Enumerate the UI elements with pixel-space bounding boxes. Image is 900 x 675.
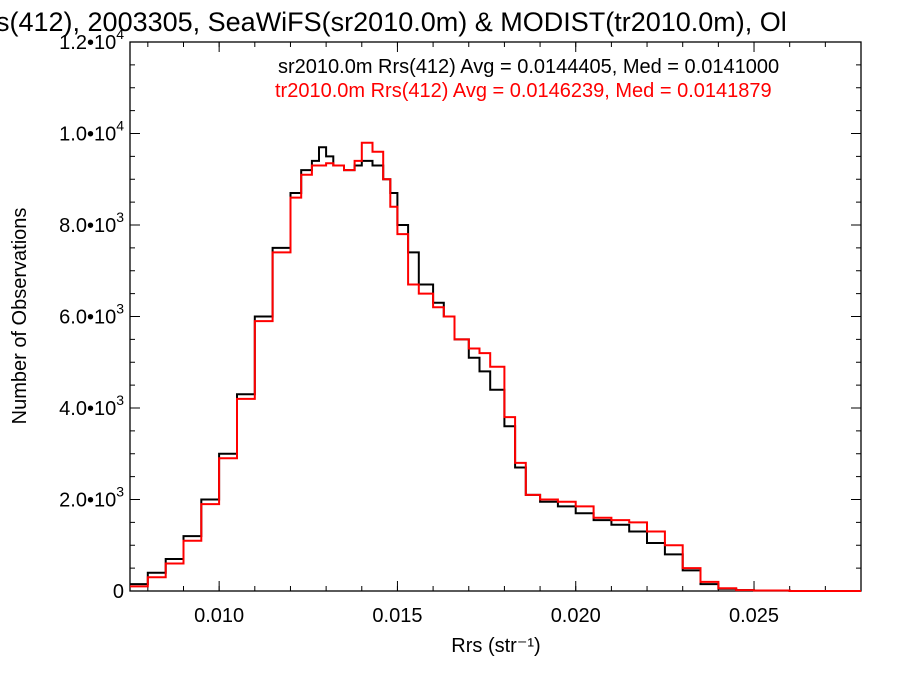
- series-line-tr2010: [130, 141, 861, 592]
- x-tick-label: 0.015: [372, 605, 422, 627]
- y-tick-label: 6.0•103: [59, 301, 124, 329]
- y-tick-label: 1.0•104: [59, 118, 124, 146]
- y-tick-label: 0: [113, 581, 124, 603]
- plot-border: [129, 41, 862, 592]
- y-tick-label: 2.0•103: [59, 484, 124, 512]
- chart-title: s(412), 2003305, SeaWiFS(sr2010.0m) & MO…: [0, 7, 787, 37]
- y-tick-label: 1.2•104: [59, 26, 124, 54]
- y-axis-label: Number of Observations: [9, 208, 31, 425]
- legend-entry-sr2010: sr2010.0m Rrs(412) Avg = 0.0144405, Med …: [278, 56, 779, 78]
- series-layer: [130, 141, 861, 592]
- y-axis: 0 2.0•103 4.0•103 6.0•103 8.0•103 1.0•104 1.2•…: [59, 26, 861, 603]
- x-tick-label: 0.025: [729, 605, 779, 627]
- x-axis-label: Rrs (str⁻¹): [451, 635, 540, 657]
- x-axis: 0.010 0.015 0.020 0.025: [147, 42, 826, 627]
- x-tick-label: 0.010: [194, 605, 244, 627]
- series-line-sr2010: [130, 146, 861, 592]
- legend-entry-tr2010: tr2010.0m Rrs(412) Avg = 0.0146239, Med …: [275, 80, 772, 102]
- y-tick-label: 4.0•103: [59, 392, 124, 420]
- y-tick-label: 8.0•103: [59, 209, 124, 237]
- x-tick-label: 0.020: [551, 605, 601, 627]
- plot-frame: [129, 41, 862, 592]
- legend: sr2010.0m Rrs(412) Avg = 0.0144405, Med …: [275, 56, 779, 102]
